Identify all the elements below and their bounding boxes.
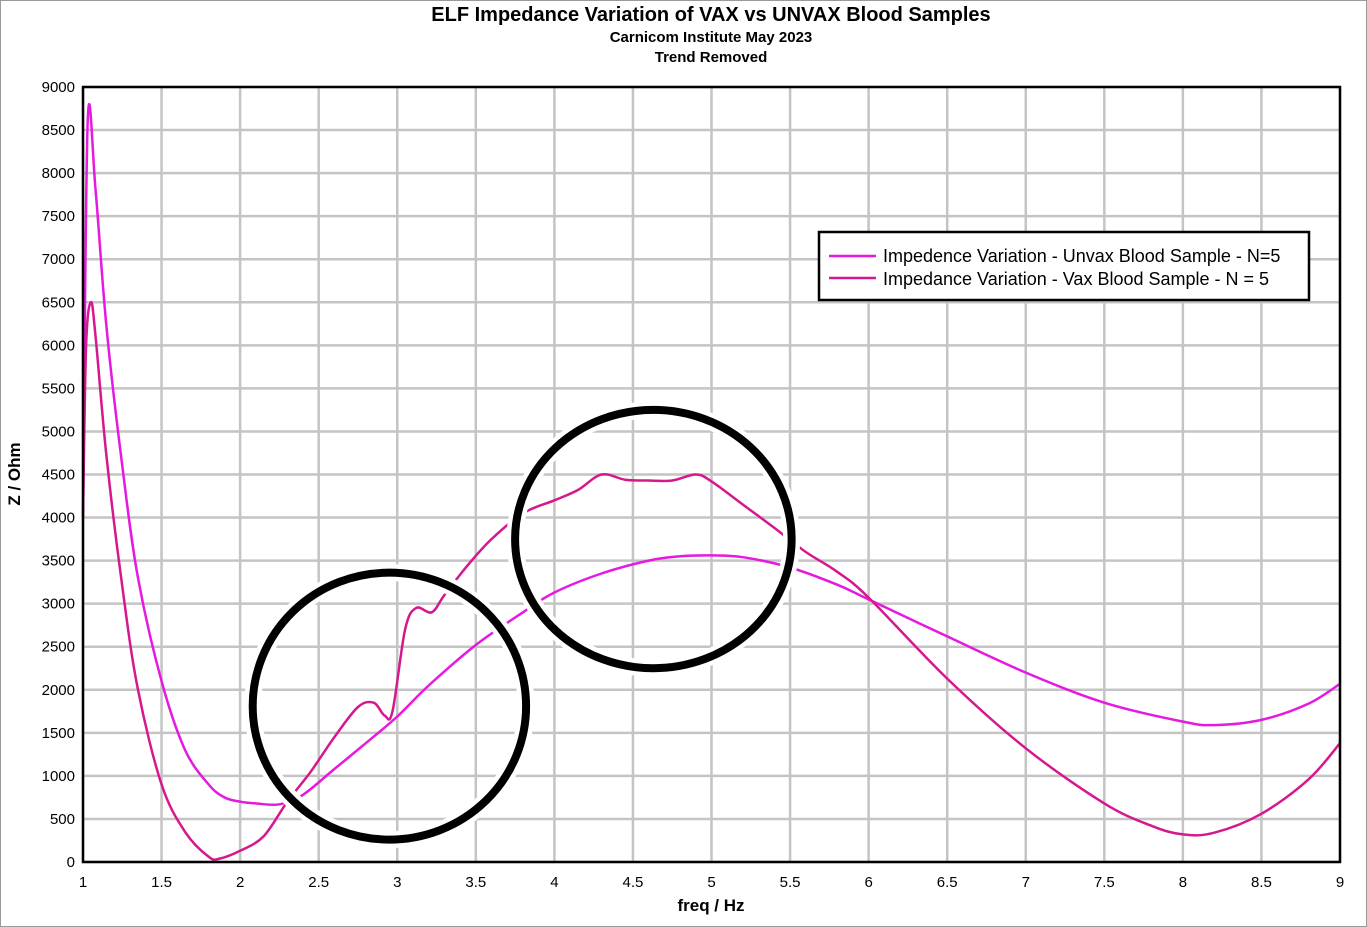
y-tick-label: 4500 bbox=[42, 467, 75, 484]
x-axis-ticks: 1 1.5 2 2.5 3 3.5 4 4.5 5 5.5 6 6.5 7 7.5 8 8.5 9 bbox=[79, 874, 1344, 891]
annotation-circle-1 bbox=[248, 568, 531, 844]
y-tick-label: 6000 bbox=[42, 337, 75, 354]
y-tick-label: 7500 bbox=[42, 208, 75, 225]
legend-box bbox=[817, 230, 1311, 302]
y-tick-label: 8500 bbox=[42, 122, 75, 139]
series-line-unvax bbox=[81, 102, 1341, 807]
x-tick-label: 2.5 bbox=[308, 874, 329, 891]
y-tick-label: 7000 bbox=[42, 251, 75, 268]
y-tick-label: 1500 bbox=[42, 725, 75, 742]
x-tick-label: 1 bbox=[79, 874, 87, 891]
y-tick-label: 9000 bbox=[42, 79, 75, 96]
x-tick-label: 2 bbox=[236, 874, 244, 891]
chart-subtitle-institute: Carnicom Institute May 2023 bbox=[610, 29, 813, 46]
x-tick-label: 9 bbox=[1336, 874, 1344, 891]
x-tick-label: 1.5 bbox=[151, 874, 172, 891]
x-tick-label: 4 bbox=[550, 874, 558, 891]
y-tick-label: 1000 bbox=[42, 768, 75, 785]
y-tick-label: 8000 bbox=[42, 165, 75, 182]
annotation-circles bbox=[244, 401, 801, 849]
y-tick-label: 6500 bbox=[42, 294, 75, 311]
x-tick-label: 7 bbox=[1022, 874, 1030, 891]
x-tick-label: 7.5 bbox=[1094, 874, 1115, 891]
chart-title: ELF Impedance Variation of VAX vs UNVAX … bbox=[431, 4, 990, 26]
y-tick-label: 5500 bbox=[42, 380, 75, 397]
x-tick-label: 4.5 bbox=[623, 874, 644, 891]
y-tick-label: 2500 bbox=[42, 639, 75, 656]
plot-area-border bbox=[81, 85, 1342, 864]
y-tick-label: 0 bbox=[67, 854, 75, 871]
y-tick-label: 2000 bbox=[42, 682, 75, 699]
chart-subtitle-trend: Trend Removed bbox=[655, 49, 768, 66]
x-tick-label: 3 bbox=[393, 874, 401, 891]
y-tick-label: 5000 bbox=[42, 423, 75, 440]
x-axis-label: freq / Hz bbox=[677, 896, 744, 915]
y-tick-label: 500 bbox=[50, 811, 75, 828]
x-tick-label: 3.5 bbox=[465, 874, 486, 891]
legend: Impedence Variation - Unvax Blood Sample… bbox=[817, 230, 1311, 302]
y-tick-label: 3000 bbox=[42, 596, 75, 613]
x-tick-label: 6 bbox=[864, 874, 872, 891]
y-axis-ticks: 0 500 1000 1500 2000 2500 3000 3500 4000 4500 5000… bbox=[42, 79, 75, 871]
y-tick-label: 4000 bbox=[42, 510, 75, 527]
x-tick-label: 6.5 bbox=[937, 874, 958, 891]
grid bbox=[81, 85, 1342, 864]
x-tick-label: 5.5 bbox=[780, 874, 801, 891]
y-axis-label: Z / Ohm bbox=[5, 442, 24, 505]
x-tick-label: 5 bbox=[707, 874, 715, 891]
x-tick-label: 8.5 bbox=[1251, 874, 1272, 891]
x-tick-label: 8 bbox=[1179, 874, 1187, 891]
annotation-circle-2 bbox=[511, 405, 796, 673]
legend-label-vax: Impedance Variation - Vax Blood Sample -… bbox=[883, 269, 1269, 289]
legend-label-unvax: Impedence Variation - Unvax Blood Sample… bbox=[883, 246, 1280, 266]
y-tick-label: 3500 bbox=[42, 553, 75, 570]
